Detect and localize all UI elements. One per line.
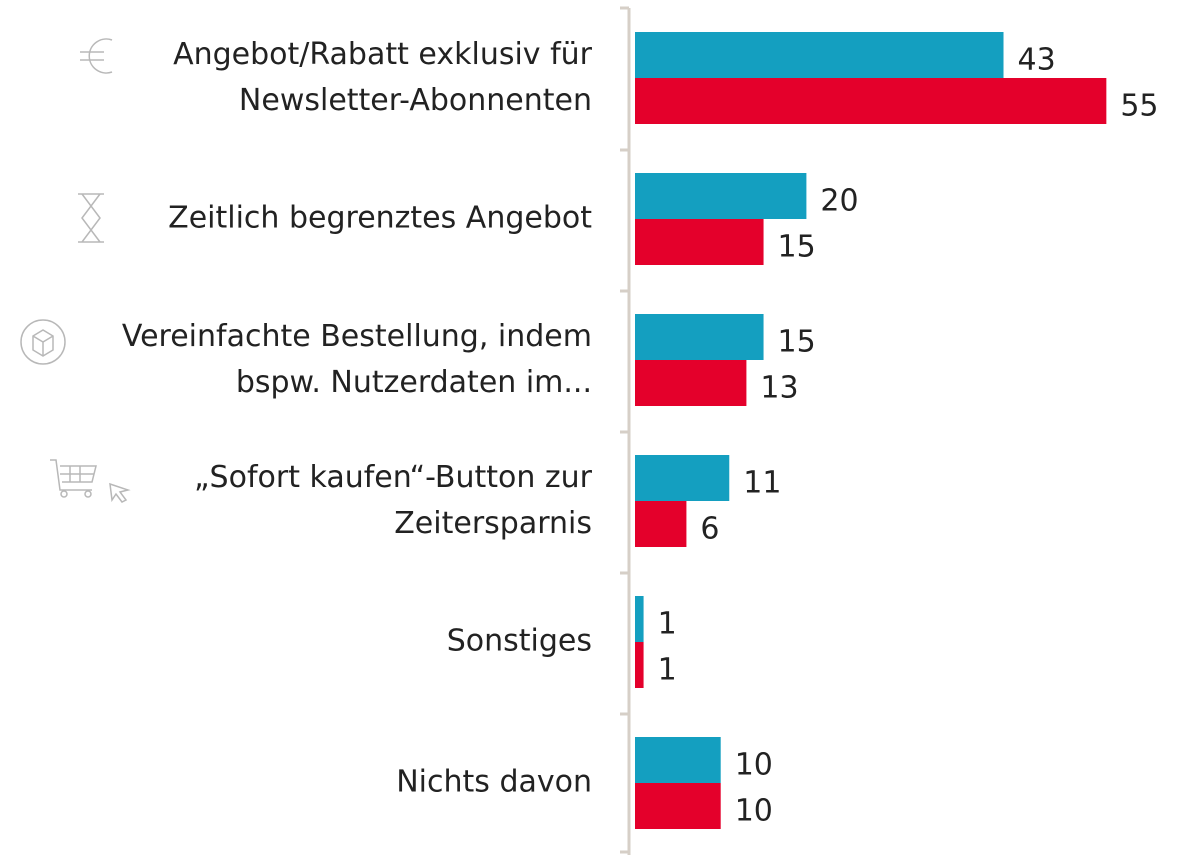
bar <box>635 78 1107 124</box>
value-label: 20 <box>820 184 858 219</box>
value-label: 6 <box>700 512 719 547</box>
package-icon <box>20 319 66 365</box>
y-tick-label: Angebot/Rabatt exklusiv für Newsletter-Ab… <box>173 37 593 118</box>
bar <box>635 219 764 265</box>
y-tick-label: „Sofort kaufen“-Button zur Zeitersparnis <box>194 460 593 541</box>
value-label: 13 <box>760 371 798 406</box>
bar <box>635 642 644 688</box>
icons <box>20 38 131 503</box>
bar <box>635 173 807 219</box>
value-label: 10 <box>735 794 773 829</box>
value-label: 10 <box>735 748 773 783</box>
bar <box>635 783 721 829</box>
bar <box>635 314 764 360</box>
value-label: 15 <box>778 230 816 265</box>
value-label: 11 <box>743 466 781 501</box>
y-tick-label: Nichts davon <box>396 765 592 800</box>
value-label: 15 <box>778 325 816 360</box>
hourglass-icon <box>78 193 104 243</box>
bar <box>635 360 747 406</box>
cart-icon <box>50 459 131 503</box>
value-label: 1 <box>658 653 677 688</box>
y-tick-label: Vereinfachte Bestellung, indem bspw. Nutz… <box>122 319 592 400</box>
bar <box>635 455 730 501</box>
axis <box>620 6 631 855</box>
bar <box>635 501 687 547</box>
bar <box>635 596 644 642</box>
bar <box>635 32 1004 78</box>
euro-icon <box>80 38 113 74</box>
y-tick-label: Sonstiges <box>447 624 592 659</box>
value-label: 1 <box>658 607 677 642</box>
value-label: 43 <box>1018 43 1056 78</box>
y-tick-label: Zeitlich begrenztes Angebot <box>168 201 592 236</box>
bar <box>635 737 721 783</box>
value-label: 55 <box>1120 89 1158 124</box>
